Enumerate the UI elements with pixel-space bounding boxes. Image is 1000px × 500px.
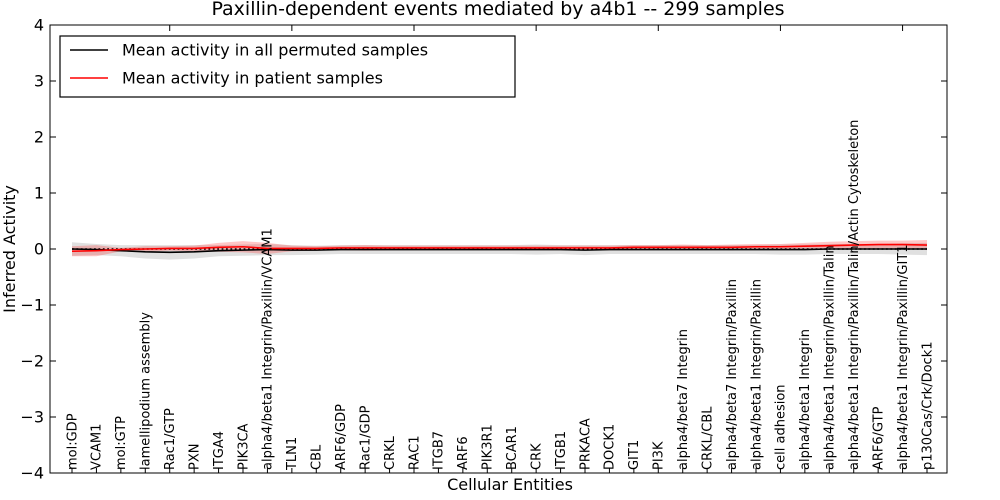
x-tick-label: PIK3R1 [481, 424, 496, 470]
x-tick-label: GIT1 [627, 440, 642, 470]
legend-box [59, 35, 516, 98]
x-tick-label: ARF6/GDP [334, 404, 349, 470]
y-tick-label: −4 [20, 464, 44, 483]
x-tick-label: ITGB1 [554, 431, 569, 470]
x-tick-label: p130Cas/Crk/Dock1 [920, 341, 935, 470]
x-tick-label: CBL [310, 444, 325, 470]
x-tick-label: ITGA4 [212, 431, 227, 470]
y-tick-label: −2 [20, 352, 44, 371]
x-tick-label: ITGB7 [432, 431, 447, 470]
x-tick-label: Rac1/GDP [358, 405, 373, 470]
y-tick-label: 0 [34, 240, 44, 259]
x-axis-label: Cellular Entities [447, 475, 573, 494]
y-tick-label: −1 [20, 296, 44, 315]
x-tick-label: alpha4/beta1 Integrin/Paxillin [749, 279, 764, 470]
x-tick-label: PIK3CA [236, 423, 251, 470]
permuted-mean-line [71, 248, 927, 254]
x-tick-label: ARF6 [456, 436, 471, 470]
legend: Mean activity in all permuted samples Me… [59, 35, 516, 98]
x-tick-label: CRKL [383, 435, 398, 470]
x-tick-label: mol:GDP [65, 413, 80, 470]
legend-label-patient: Mean activity in patient samples [122, 69, 383, 88]
y-tick-label: 1 [34, 184, 44, 203]
x-tick-label: alpha4/beta1 Integrin/Paxillin/Talin [823, 245, 838, 470]
x-tick-label: alpha4/beta1 Integrin/Paxillin/GIT1 [896, 244, 911, 470]
y-tick-label: 3 [34, 72, 44, 91]
x-tick-label: alpha4/beta1 Integrin [798, 329, 813, 470]
y-tick-label: 2 [34, 128, 44, 147]
x-tick-label: VCAM1 [90, 424, 105, 470]
y-tick-labels: 4 3 2 1 0 −1 −2 −3 −4 [20, 16, 44, 483]
mean-lines [71, 243, 928, 254]
x-tick-label: cell adhesion [774, 384, 789, 470]
x-tick-label: alpha4/beta1 Integrin/Paxillin/VCAM1 [261, 228, 276, 470]
x-tick-label: PI3K [652, 441, 667, 470]
x-tick-labels: mol:GDP VCAM1 mol:GTP lamellipodium assembl… [65, 120, 935, 471]
y-axis-label: Inferred Activity [0, 185, 19, 313]
x-tick-label: alpha4/beta7 Integrin [676, 329, 691, 470]
x-tick-label: mol:GTP [114, 416, 129, 470]
x-tick-label: CRK [529, 443, 544, 470]
x-tick-label: DOCK1 [603, 424, 618, 470]
x-tick-label: PXN [187, 444, 202, 470]
legend-label-permuted: Mean activity in all permuted samples [122, 41, 428, 60]
x-tick-label: ARF6/GTP [871, 406, 886, 470]
plot-border [49, 24, 948, 474]
x-tick-label: BCAR1 [505, 426, 520, 470]
x-tick-label: RAC1 [407, 435, 422, 470]
y-tick-label: 4 [34, 16, 44, 35]
x-tick-label: alpha4/beta1 Integrin/Paxillin/Talin/Act… [847, 120, 862, 470]
x-tick-label: CRKL/CBL [700, 406, 715, 470]
patient-mean-line [71, 243, 928, 253]
x-tick-label: lamellipodium assembly [139, 312, 154, 470]
x-tick-label: PRKACA [578, 418, 593, 470]
axis-ticks [50, 24, 947, 474]
x-tick-label: TLN1 [285, 437, 300, 471]
y-tick-label: −3 [20, 408, 44, 427]
chart-title: Paxillin-dependent events mediated by a4… [211, 0, 784, 20]
x-tick-label: Rac1/GTP [163, 408, 178, 470]
x-tick-label: alpha4/beta7 Integrin/Paxillin [725, 279, 740, 470]
